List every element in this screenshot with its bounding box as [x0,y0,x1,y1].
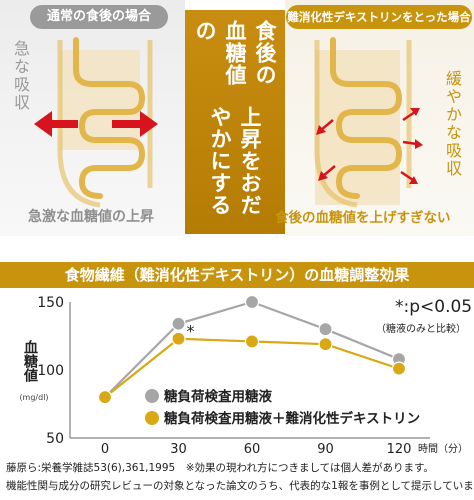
right-intestine-fill [315,50,400,205]
x-tick-label: 120 [387,442,412,456]
legend-marker [145,411,159,425]
center-message-line2: 上昇をおだやかにする [208,106,262,217]
left-arrow-out-right [112,111,158,137]
legend-label: 糖負荷検査用糖液＋難消化性デキストリン [164,410,420,427]
data-point [97,390,113,405]
chart-title: 食物繊維（難消化性デキストリン）の血糖調整効果 [64,266,410,284]
left-side-label: 急な吸収 [11,40,30,112]
illustration-section: 通常の食後の場合 難消化性デキストリンをとった場合 急な吸収 急激な血糖値の上昇… [0,0,474,236]
data-point [244,334,260,349]
center-message-line1: 食後の血糖値の [193,20,277,86]
y-tick-labels: 50 100 150 [37,295,64,447]
left-panel-header: 通常の食後の場合 [30,5,168,29]
x-tick-label: 30 [170,442,187,456]
data-point [244,294,260,310]
data-point [171,316,186,331]
left-arrow-out-left [34,111,78,137]
significance-note-sub: （糖液のみと比較） [376,322,466,335]
chart-axes [69,302,430,439]
right-caption: 食後の血糖値を上げすぎない [275,210,451,226]
left-intestine-outline [73,37,146,199]
x-tick-label: 60 [244,442,261,456]
left-intestine-illustration [34,37,158,208]
y-axis-unit: (mg/dl) [19,393,48,402]
y-axis-label: 血糖値 [22,339,39,383]
legend-label: 糖負荷検査用糖液 [164,388,272,405]
right-side-label: 緩やかな吸収 [443,70,462,178]
significance-note: *:p<0.05 [395,297,472,317]
y-tick-label: 150 [37,295,64,311]
right-intestine-outer [314,40,412,208]
blood-glucose-chart: 50 100 150 0 30 60 90 120 糖負荷検査用糖液糖負荷検査用糖液＋難消化… [19,294,472,456]
left-intestine-outer [57,40,153,208]
series-points [97,294,407,405]
center-message-box: 食後の血糖値の 上昇をおだやかにする [185,10,285,234]
series-lines [104,300,400,399]
significance-mark: * [187,322,195,341]
legend-marker [145,389,159,403]
left-intestine-fill [60,50,140,150]
y-tick-label: 100 [37,363,64,379]
data-point [171,331,186,346]
right-panel-header: 難消化性デキストリンをとった場合 [286,5,472,29]
x-axis-label: 時間（分） [418,443,468,455]
left-caption: 急激な血糖値の上昇 [28,209,154,225]
series-line-0 [104,300,400,398]
right-intestine-illustration [314,37,423,208]
y-tick-label: 50 [46,431,64,447]
x-tick-labels: 0 30 60 90 120 [101,442,412,456]
footnote-line2: 機能性関与成分の研究レビューの対象となった論文のうち、代表的な1報を事例として提… [6,480,474,492]
footnote-line1: 藤原ら:栄養学雑誌53(6),361,1995 ※効果の現われ方につきましては個… [6,462,434,474]
x-tick-label: 90 [317,442,334,456]
right-intestine-outline [330,37,403,199]
right-arrows-small [316,108,423,184]
x-tick-label: 0 [101,442,109,456]
data-point [318,337,333,352]
chart-title-band: 食物繊維（難消化性デキストリン）の血糖調整効果 [0,262,474,288]
data-point [391,361,407,376]
data-point [318,322,333,337]
